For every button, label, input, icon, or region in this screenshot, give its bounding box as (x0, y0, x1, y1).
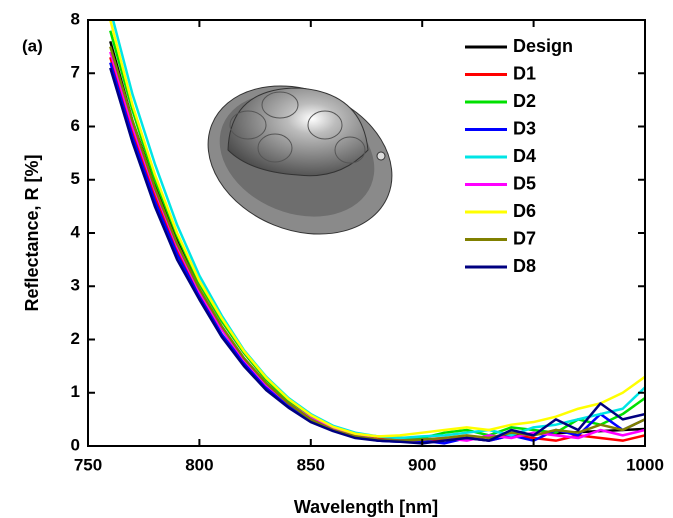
y-tick-label: 6 (71, 116, 80, 135)
y-tick-label: 4 (71, 222, 81, 241)
data-line (110, 20, 645, 436)
legend-label: D3 (513, 118, 536, 138)
x-tick-label: 1000 (626, 455, 664, 474)
x-tick-label: 800 (185, 455, 213, 474)
legend-label: D4 (513, 146, 536, 166)
data-line (110, 31, 645, 438)
inset-image (186, 60, 415, 261)
legend-label: Design (513, 36, 573, 56)
data-line (110, 41, 645, 439)
x-tick-label: 750 (74, 455, 102, 474)
data-line (110, 52, 645, 441)
chart: (a) Wavelength [nm] Reflectance, R [%] 0… (0, 0, 673, 518)
legend-label: D8 (513, 256, 536, 276)
x-tick-label: 900 (408, 455, 436, 474)
data-line (110, 9, 645, 438)
legend-label: D5 (513, 173, 536, 193)
plot-area (110, 9, 645, 443)
legend-label: D1 (513, 63, 536, 83)
x-tick-label: 850 (297, 455, 325, 474)
legend-label: D2 (513, 91, 536, 111)
y-tick-label: 3 (71, 276, 80, 295)
y-tick-label: 8 (71, 9, 80, 28)
y-axis-title: Reflectance, R [%] (22, 154, 42, 311)
data-line (110, 47, 645, 441)
legend-label: D7 (513, 228, 536, 248)
data-line (110, 57, 645, 440)
y-tick-label: 1 (71, 382, 80, 401)
y-tick-label: 7 (71, 63, 80, 82)
y-tick-label: 5 (71, 169, 80, 188)
legend-label: D6 (513, 201, 536, 221)
y-tick-label: 0 (71, 435, 80, 454)
x-axis-title: Wavelength [nm] (294, 497, 438, 517)
y-tick-label: 2 (71, 329, 80, 348)
x-tick-label: 950 (519, 455, 547, 474)
annotation: (a) (22, 36, 43, 55)
